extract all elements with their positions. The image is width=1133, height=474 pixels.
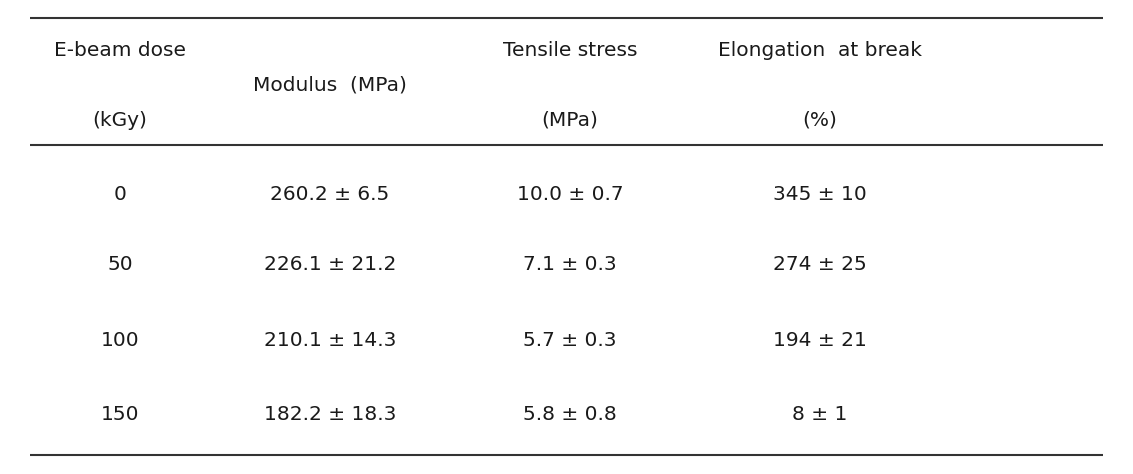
- Text: (MPa): (MPa): [542, 110, 598, 129]
- Text: 274 ± 25: 274 ± 25: [773, 255, 867, 274]
- Text: 150: 150: [101, 405, 139, 425]
- Text: Elongation  at break: Elongation at break: [718, 40, 922, 60]
- Text: 0: 0: [113, 185, 127, 204]
- Text: 5.8 ± 0.8: 5.8 ± 0.8: [523, 405, 616, 425]
- Text: 7.1 ± 0.3: 7.1 ± 0.3: [523, 255, 616, 274]
- Text: E-beam dose: E-beam dose: [54, 40, 186, 60]
- Text: 10.0 ± 0.7: 10.0 ± 0.7: [517, 185, 623, 204]
- Text: 226.1 ± 21.2: 226.1 ± 21.2: [264, 255, 397, 274]
- Text: 50: 50: [108, 255, 133, 274]
- Text: 8 ± 1: 8 ± 1: [792, 405, 847, 425]
- Text: Tensile stress: Tensile stress: [503, 40, 637, 60]
- Text: Modulus  (MPa): Modulus (MPa): [253, 75, 407, 94]
- Text: 345 ± 10: 345 ± 10: [773, 185, 867, 204]
- Text: 194 ± 21: 194 ± 21: [773, 330, 867, 349]
- Text: 5.7 ± 0.3: 5.7 ± 0.3: [523, 330, 616, 349]
- Text: (%): (%): [802, 110, 837, 129]
- Text: (kGy): (kGy): [93, 110, 147, 129]
- Text: 182.2 ± 18.3: 182.2 ± 18.3: [264, 405, 397, 425]
- Text: 260.2 ± 6.5: 260.2 ± 6.5: [271, 185, 390, 204]
- Text: 100: 100: [101, 330, 139, 349]
- Text: 210.1 ± 14.3: 210.1 ± 14.3: [264, 330, 397, 349]
